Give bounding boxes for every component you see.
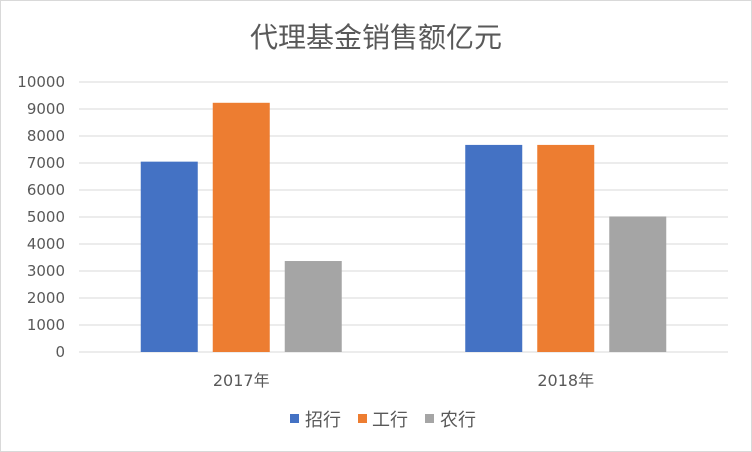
legend-swatch-工行 [358,414,367,423]
y-tick-label-4000: 4000 [27,235,65,253]
y-tick-label-9000: 9000 [27,100,65,118]
legend-swatch-招行 [290,414,299,423]
y-tick-label-6000: 6000 [27,181,65,199]
bar-2017年-农行 [284,261,342,352]
chart-title: 代理基金销售额亿元 [250,21,502,54]
y-tick-label-10000: 10000 [17,73,65,91]
y-tick-label-8000: 8000 [27,127,65,145]
y-tick-label-3000: 3000 [27,262,65,280]
x-category-label-1: 2018年 [537,371,594,390]
bars [140,102,667,352]
y-tick-label-2000: 2000 [27,289,65,307]
y-tick-label-7000: 7000 [27,154,65,172]
bar-2017年-工行 [212,102,270,352]
bar-2018年-招行 [465,144,523,352]
bar-2018年-工行 [537,144,595,352]
x-axis: 2017年 2018年 [213,371,594,390]
legend-label-农行: 农行 [440,410,476,431]
y-axis: 0 1000 2000 3000 4000 5000 6000 7000 8000 9000 100… [17,73,65,361]
bar-2017年-招行 [140,161,198,352]
legend: 招行 工行 农行 [290,410,476,431]
legend-label-招行: 招行 [305,410,341,431]
x-category-label-0: 2017年 [213,371,270,390]
legend-swatch-农行 [425,414,434,423]
bar-2018年-农行 [609,216,667,352]
legend-label-工行: 工行 [372,410,408,431]
y-tick-label-1000: 1000 [27,316,65,334]
y-tick-label-5000: 5000 [27,208,65,226]
y-tick-label-0: 0 [55,343,65,361]
